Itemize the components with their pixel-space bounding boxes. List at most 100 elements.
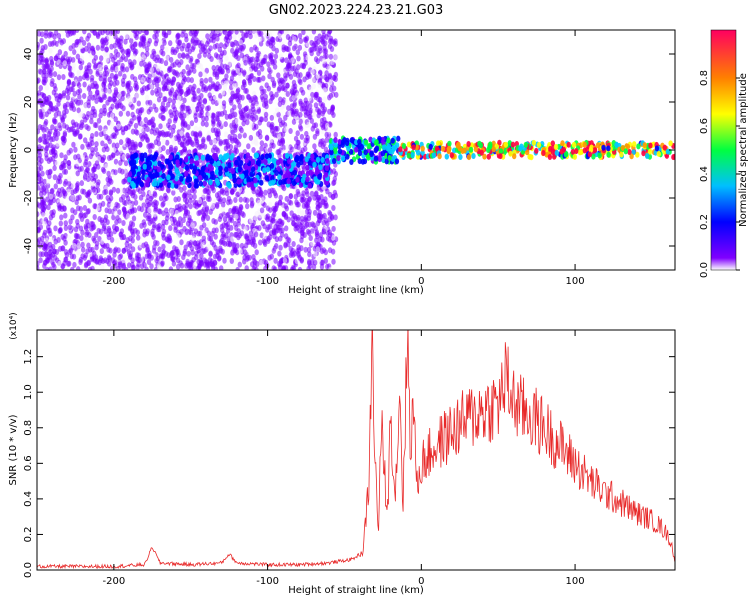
spectrogram-cell: [223, 131, 229, 138]
spectrogram-cell: [190, 249, 195, 256]
spectrogram-cell: [325, 220, 330, 227]
spectrogram-cell: [92, 257, 98, 264]
spectrogram-cell: [318, 164, 323, 171]
spectrogram-cell: [53, 112, 59, 118]
spectrogram-cell: [254, 211, 259, 217]
spectrogram-cell: [74, 41, 79, 48]
spectrogram-cell: [125, 110, 131, 117]
spectrogram-cell: [232, 111, 238, 118]
spectrogram-cell: [251, 254, 256, 260]
spectrogram-cell: [324, 202, 329, 209]
spectrogram-cell: [315, 204, 321, 211]
spectrogram-cell: [164, 236, 169, 243]
spectrogram-cell: [289, 210, 294, 217]
spectrogram-cell: [197, 53, 202, 60]
spectrogram-cell: [255, 189, 260, 196]
spectrogram-cell: [72, 49, 77, 55]
spectrogram-cell: [77, 133, 83, 140]
spectrogram-cell: [117, 254, 122, 261]
spectrogram-cell: [225, 240, 231, 247]
spectrogram-cell: [202, 98, 208, 105]
spectrogram-cell: [197, 101, 202, 107]
spectrogram-cell: [73, 232, 79, 239]
spectrogram-cell: [190, 130, 196, 137]
spectrogram-cell: [151, 173, 156, 179]
spectrogram-cell: [264, 82, 269, 89]
spectrogram-cell: [104, 39, 109, 46]
spectrogram-cell: [296, 64, 301, 71]
spectrogram-cell: [298, 111, 303, 118]
spectrogram-cell: [314, 91, 320, 98]
spectrogram-cell: [234, 49, 239, 56]
spectrogram-cell: [146, 108, 151, 115]
spectrogram-cell: [217, 190, 222, 197]
spectrogram-cell: [165, 55, 170, 61]
spectrogram-cell: [275, 159, 281, 166]
spectrogram-cell: [161, 219, 166, 226]
spectrogram-cell: [138, 194, 144, 201]
spectrogram-cell: [272, 112, 278, 119]
spectrogram-cell: [190, 235, 196, 242]
spectrogram-cell: [315, 246, 320, 253]
spectrogram-cell: [167, 161, 173, 168]
spectrogram-cell: [201, 165, 206, 172]
spectrogram-cell: [237, 103, 242, 110]
spectrogram-cell: [128, 98, 133, 105]
spectrogram-cell: [201, 235, 206, 242]
spectrogram-cell: [122, 178, 127, 185]
spectrogram-cell: [67, 224, 73, 231]
spectrogram-cell: [37, 184, 41, 191]
spectrogram-cell: [46, 224, 51, 231]
spectrogram-cell: [250, 241, 255, 247]
spectrogram-cell: [154, 257, 159, 264]
spectrogram-cell: [121, 257, 126, 264]
spectrogram-cell: [100, 42, 106, 49]
spectrogram-cell: [327, 43, 333, 50]
spectrogram-cell: [68, 45, 73, 52]
spectrogram-cell: [222, 216, 228, 223]
spectrogram-cell: [268, 201, 273, 208]
spectrogram-cell: [257, 129, 263, 135]
spectrogram-cell: [106, 246, 111, 253]
spectrogram-cell: [86, 222, 91, 229]
spectrogram-cell: [215, 30, 220, 35]
spectrogram-cell: [117, 102, 122, 109]
spectrogram-cell: [53, 254, 58, 261]
spectrogram-cell: [52, 248, 57, 255]
spectrogram-cell: [167, 97, 173, 104]
spectrogram-cell: [71, 57, 76, 63]
spectrogram-cell: [215, 64, 220, 71]
spectrogram-cell: [320, 157, 325, 163]
spectrogram-cell: [224, 166, 229, 173]
spectrogram-cell: [245, 203, 250, 210]
spectrogram-cell: [57, 191, 63, 198]
spectrogram-cell: [320, 236, 325, 243]
spectrogram-cell: [85, 167, 90, 174]
spectrogram-cell: [305, 164, 310, 171]
spectrogram-cell: [187, 217, 192, 224]
spectrogram-cell: [116, 202, 121, 209]
spectrogram-cell: [66, 79, 72, 86]
spectrogram-cell: [250, 63, 256, 70]
spectrogram-cell: [102, 51, 108, 58]
spectrogram-cell: [232, 205, 237, 212]
spectrogram-cell: [315, 233, 320, 240]
spectrogram-cell: [333, 137, 338, 143]
spectrogram-cell: [168, 225, 173, 232]
spectrogram-cell: [172, 216, 177, 223]
spectrogram-cell: [206, 105, 211, 112]
spectrogram-cell: [331, 225, 336, 232]
spectrogram-cell: [207, 235, 212, 242]
spectrogram-cell: [78, 225, 84, 232]
spectrogram-cell: [238, 203, 244, 210]
spectrogram-cell: [125, 213, 131, 219]
spectrogram-cell: [76, 153, 81, 160]
spectrogram-cell: [65, 94, 71, 101]
spectrogram-cell: [227, 134, 232, 140]
spectrogram-cell: [149, 254, 154, 261]
spectrogram-cell: [273, 257, 278, 264]
spectrogram-cell: [235, 266, 240, 270]
spectrogram-cell: [61, 139, 66, 146]
spectrogram-cell: [112, 251, 117, 258]
spectrogram-cell: [104, 163, 109, 170]
